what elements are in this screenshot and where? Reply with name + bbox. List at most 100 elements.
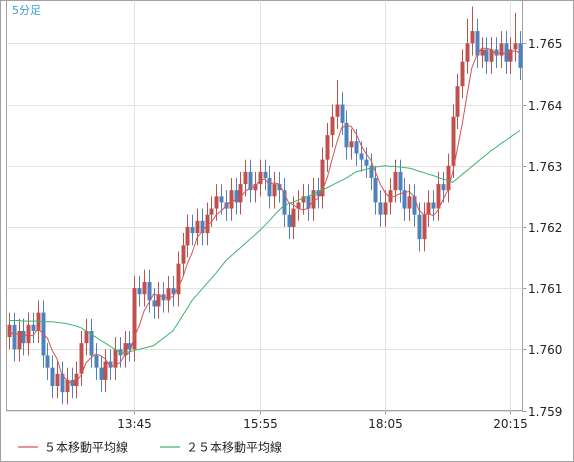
candle-body <box>200 220 205 234</box>
candle-body <box>166 288 171 301</box>
candle-body <box>407 196 412 209</box>
candle-body <box>426 202 431 215</box>
y-tick-label: 1.759 <box>528 405 562 419</box>
candle-body <box>436 184 441 209</box>
candle-body <box>354 141 359 154</box>
candle-body <box>316 190 321 197</box>
candle-body <box>513 43 518 50</box>
candle-body <box>147 281 152 301</box>
candle-body <box>460 61 465 87</box>
candle-body <box>272 184 277 197</box>
candle-body <box>470 31 475 44</box>
candle-body <box>132 288 137 350</box>
candle-body <box>190 226 195 234</box>
ma-line <box>8 47 521 385</box>
candle-body <box>195 220 200 234</box>
candle-body <box>209 208 214 215</box>
candle-body <box>330 116 335 136</box>
candle-body <box>123 343 128 356</box>
candle-body <box>465 43 470 62</box>
candle-body <box>344 122 349 148</box>
candle-body <box>277 184 282 191</box>
candle-body <box>441 184 446 191</box>
candle-body <box>388 190 393 203</box>
candle-body <box>422 214 427 240</box>
candle-body <box>248 171 253 191</box>
candle-body <box>185 226 190 246</box>
candle-body <box>417 214 422 240</box>
ma-line <box>8 129 521 353</box>
legend-label: ５本移動平均線 <box>44 440 128 455</box>
candle-body <box>369 165 374 178</box>
candle-body <box>74 373 79 387</box>
candle-body <box>26 324 31 344</box>
candle-body <box>412 196 417 215</box>
y-tick-label: 1.764 <box>528 99 562 113</box>
candle-body <box>219 196 224 203</box>
candle-body <box>89 330 94 356</box>
candle-body <box>306 196 311 209</box>
candle-body <box>383 202 388 215</box>
x-tick-label: 18:05 <box>368 417 403 431</box>
candle-body <box>214 196 219 209</box>
candle-body <box>94 355 99 368</box>
candle-body <box>451 116 456 166</box>
candle-body <box>484 49 489 62</box>
candle-body <box>161 294 166 301</box>
x-tick-label: 20:15 <box>493 417 528 431</box>
y-tick-label: 1.760 <box>528 343 562 357</box>
candle-body <box>137 288 142 295</box>
candle-body <box>335 104 340 117</box>
candle-body <box>60 373 65 393</box>
candle-body <box>45 355 50 368</box>
grid <box>6 0 523 412</box>
candle-body <box>291 208 296 227</box>
candle-body <box>301 196 306 203</box>
candle-body <box>475 31 480 56</box>
candle-body <box>480 49 485 56</box>
x-tick-label: 13:45 <box>117 417 152 431</box>
candle-body <box>398 171 403 191</box>
candle-body <box>349 141 354 148</box>
candle-body <box>229 190 234 209</box>
candle-body <box>50 367 55 387</box>
candle-body <box>320 159 325 197</box>
candle-body <box>340 104 345 123</box>
candle-body <box>21 330 26 344</box>
timeframe-label: 5分足 <box>12 4 41 17</box>
candle-body <box>142 281 147 295</box>
candle-body <box>325 135 330 160</box>
candle-body <box>79 343 84 374</box>
candle-body <box>84 330 89 344</box>
candle-body <box>253 184 258 191</box>
candle-body <box>263 171 268 178</box>
candle-body <box>431 202 436 209</box>
candle-body <box>282 190 287 215</box>
candle-body <box>359 153 364 160</box>
candle-body <box>267 177 272 197</box>
candle-body <box>99 367 104 380</box>
legend-label: ２５本移動平均線 <box>186 440 282 455</box>
candle-body <box>494 49 499 56</box>
candle-body <box>402 190 407 209</box>
candle-body <box>65 379 70 393</box>
candle-body <box>156 294 161 307</box>
candle-body <box>176 263 181 295</box>
candle-body <box>393 171 398 191</box>
candle-body <box>287 214 292 227</box>
candle-body <box>36 312 41 331</box>
candle-body <box>499 43 504 56</box>
candle-body <box>108 361 113 368</box>
y-tick-label: 1.761 <box>528 282 562 296</box>
candle-body <box>258 171 263 185</box>
candle-body <box>31 324 36 331</box>
candle-body <box>152 300 157 307</box>
candle-body <box>504 43 509 62</box>
candle-body <box>296 202 301 209</box>
candle-body <box>12 324 17 350</box>
candle-body <box>171 288 176 295</box>
candle-body <box>373 177 378 203</box>
candle-body <box>127 343 132 350</box>
